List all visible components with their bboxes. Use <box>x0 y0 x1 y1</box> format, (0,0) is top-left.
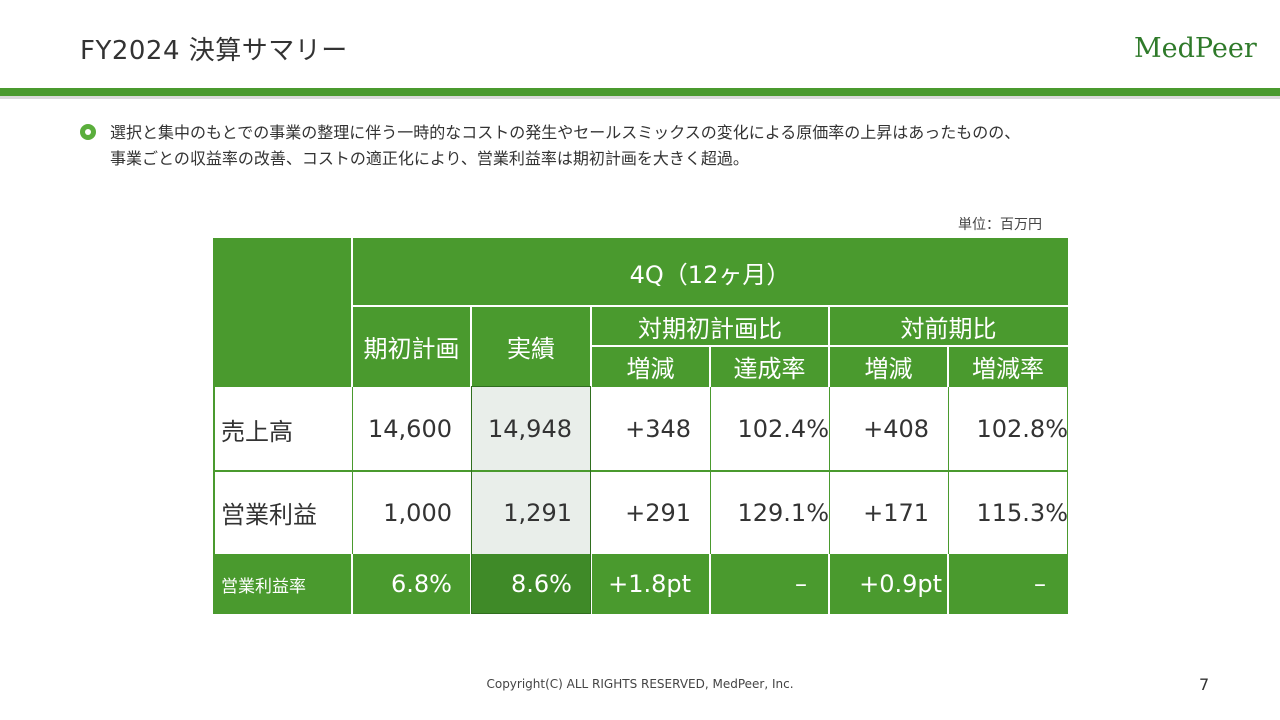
unit-label: 単位：百万円 <box>958 217 1042 233</box>
group-header-vs-plan: 対期初計画比 <box>591 306 829 346</box>
grid-line <box>591 345 1068 347</box>
cell-sales-vs-plan-rate: 102.4% <box>710 387 829 471</box>
grid-line <box>947 387 949 554</box>
cell-sales-actual: 14,948 <box>471 387 591 471</box>
row-label-sales: 売上高 <box>213 387 352 471</box>
grid-line <box>947 346 949 387</box>
grid-line <box>828 387 830 554</box>
financial-summary-table: 4Q（12ヶ月） 期初計画 実績 対期初計画比 対前期比 増減 達成率 増減 増… <box>213 238 1068 614</box>
col-header-plan: 期初計画 <box>352 306 471 387</box>
cell-margin-vs-prev-rate: – <box>948 554 1068 614</box>
cell-sales-plan: 14,600 <box>352 387 471 471</box>
cell-sales-vs-prev-change: +408 <box>829 387 948 471</box>
page-number: 7 <box>1199 675 1210 694</box>
grid-line <box>709 387 711 554</box>
table-corner-cell <box>213 238 352 387</box>
cell-sales-vs-plan-change: +348 <box>591 387 710 471</box>
sub-header-change: 増減 <box>591 346 710 387</box>
summary-line-1: 選択と集中のもとでの事業の整理に伴う一時的なコストの発生やセールスミックスの変化… <box>110 123 1021 142</box>
col-header-actual: 実績 <box>471 306 591 387</box>
cell-op-vs-prev-rate: 115.3% <box>948 471 1068 554</box>
header-divider-shadow <box>0 96 1280 99</box>
grid-line <box>352 305 1068 307</box>
header-divider <box>0 88 1280 96</box>
grid-line <box>470 554 472 614</box>
cell-margin-vs-prev-change: +0.9pt <box>829 554 948 614</box>
summary-text: 選択と集中のもとでの事業の整理に伴う一時的なコストの発生やセールスミックスの変化… <box>110 120 1230 172</box>
group-header-vs-prev: 対前期比 <box>829 306 1068 346</box>
grid-line <box>590 554 592 614</box>
page-title: FY2024 決算サマリー <box>80 36 348 66</box>
cell-op-vs-prev-change: +171 <box>829 471 948 554</box>
grid-line <box>828 554 830 614</box>
grid-line <box>351 238 353 387</box>
medpeer-logo: MedPeer <box>1134 33 1257 64</box>
grid-line <box>709 346 711 387</box>
row-label-operating-profit: 営業利益 <box>213 471 352 554</box>
cell-margin-vs-plan-rate: – <box>710 554 829 614</box>
sub-header-change-rate: 増減率 <box>948 346 1068 387</box>
cell-op-plan: 1,000 <box>352 471 471 554</box>
grid-line <box>213 470 1068 472</box>
cell-op-vs-plan-change: +291 <box>591 471 710 554</box>
period-header: 4Q（12ヶ月） <box>352 238 1068 306</box>
sub-header-change-prev: 増減 <box>829 346 948 387</box>
copyright-footer: Copyright(C) ALL RIGHTS RESERVED, MedPee… <box>486 677 794 691</box>
cell-op-actual: 1,291 <box>471 471 591 554</box>
logo-text: MedPeer <box>1134 33 1257 64</box>
cell-sales-vs-prev-rate: 102.8% <box>948 387 1068 471</box>
row-label-operating-margin: 営業利益率 <box>213 554 352 614</box>
grid-line <box>947 554 949 614</box>
cell-op-vs-plan-rate: 129.1% <box>710 471 829 554</box>
sub-header-achievement: 達成率 <box>710 346 829 387</box>
cell-margin-plan: 6.8% <box>352 554 471 614</box>
cell-margin-vs-plan-change: +1.8pt <box>591 554 710 614</box>
grid-line <box>709 554 711 614</box>
grid-line <box>351 554 353 614</box>
grid-line <box>351 387 353 554</box>
bullet-icon <box>80 124 96 140</box>
summary-line-2: 事業ごとの収益率の改善、コストの適正化により、営業利益率は期初計画を大きく超過。 <box>110 149 749 168</box>
cell-margin-actual: 8.6% <box>471 554 591 614</box>
grid-line <box>470 306 472 387</box>
